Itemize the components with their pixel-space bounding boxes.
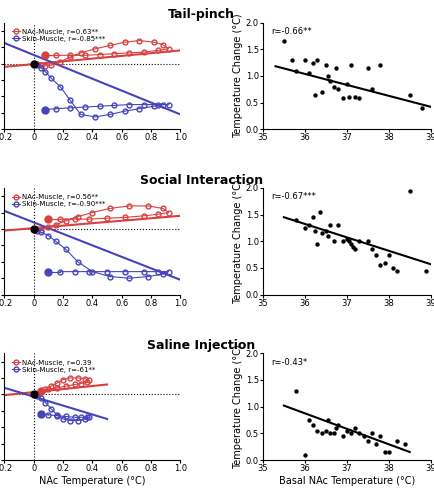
Point xyxy=(380,448,387,456)
Point xyxy=(347,240,354,248)
Point xyxy=(376,61,383,69)
Point xyxy=(334,85,341,93)
Point xyxy=(301,224,308,232)
X-axis label: NAc Temperature (°C): NAc Temperature (°C) xyxy=(39,476,145,486)
Point xyxy=(288,56,295,64)
Y-axis label: Temperature Change (°C): Temperature Change (°C) xyxy=(232,344,242,469)
Point xyxy=(293,216,299,224)
Point xyxy=(355,430,362,438)
Point xyxy=(363,64,370,72)
Point xyxy=(326,430,333,438)
Point xyxy=(355,238,362,246)
Point xyxy=(313,56,320,64)
Point xyxy=(334,422,341,430)
Point xyxy=(305,221,312,229)
Point xyxy=(322,426,329,434)
Point xyxy=(322,61,329,69)
Point xyxy=(405,90,412,98)
Point xyxy=(305,69,312,77)
Point xyxy=(324,72,331,80)
Point xyxy=(339,94,345,102)
Point xyxy=(351,246,358,254)
X-axis label: Basal NAc Temperature (°C): Basal NAc Temperature (°C) xyxy=(278,476,414,486)
Title: Saline Injection: Saline Injection xyxy=(147,339,255,352)
Point xyxy=(293,386,299,394)
Text: r=-0.43*: r=-0.43* xyxy=(271,358,307,366)
Point xyxy=(305,416,312,424)
Point xyxy=(301,56,308,64)
Point xyxy=(376,262,383,270)
Point xyxy=(380,258,387,266)
Point xyxy=(309,422,316,430)
Point xyxy=(326,221,333,229)
Title: Tail-pinch: Tail-pinch xyxy=(168,8,234,22)
Point xyxy=(326,77,333,85)
Point xyxy=(309,213,316,221)
Point xyxy=(317,88,324,96)
Point xyxy=(293,66,299,74)
Legend: NAc-Muscle, r=0.39, Skin-Muscle, r=-61**: NAc-Muscle, r=0.39, Skin-Muscle, r=-61** xyxy=(11,359,96,374)
Point xyxy=(309,58,316,66)
Point xyxy=(322,226,329,234)
Point xyxy=(332,64,339,72)
Point xyxy=(342,234,349,242)
Point xyxy=(313,240,320,248)
Point xyxy=(349,242,356,250)
Point xyxy=(345,238,352,246)
Point xyxy=(317,430,324,438)
Y-axis label: Temperature Change (°C): Temperature Change (°C) xyxy=(232,179,242,304)
Point xyxy=(363,238,370,246)
Point xyxy=(388,264,395,272)
Text: r=-0.66**: r=-0.66** xyxy=(271,27,311,36)
Point xyxy=(345,93,352,101)
Point xyxy=(355,94,362,102)
Point xyxy=(342,80,349,88)
Point xyxy=(280,37,287,45)
Point xyxy=(405,186,412,194)
Y-axis label: Temperature Change (°C): Temperature Change (°C) xyxy=(232,14,242,138)
Point xyxy=(401,440,408,448)
Point xyxy=(330,82,337,90)
Point xyxy=(351,93,358,101)
Point xyxy=(372,250,379,258)
Point xyxy=(363,438,370,446)
Point xyxy=(368,430,375,438)
Point xyxy=(422,266,429,274)
Point xyxy=(311,90,318,98)
Point xyxy=(359,432,366,440)
Point xyxy=(347,61,354,69)
Point xyxy=(332,424,339,432)
Point xyxy=(330,430,337,438)
Point xyxy=(385,250,391,258)
Point xyxy=(368,85,375,93)
Point xyxy=(368,246,375,254)
Point xyxy=(418,104,425,112)
Point xyxy=(376,432,383,440)
Point xyxy=(339,432,345,440)
Point xyxy=(334,221,341,229)
Point xyxy=(351,424,358,432)
Point xyxy=(324,416,331,424)
Point xyxy=(301,450,308,458)
Point xyxy=(339,238,345,246)
Legend: NAc-Muscle, r=0.56**, Skin-Muscle, r=-0.90***: NAc-Muscle, r=0.56**, Skin-Muscle, r=-0.… xyxy=(11,194,106,208)
Point xyxy=(311,226,318,234)
Point xyxy=(372,440,379,448)
Point xyxy=(347,430,354,438)
Point xyxy=(317,229,324,237)
Point xyxy=(342,426,349,434)
Text: r=-0.67***: r=-0.67*** xyxy=(271,192,316,201)
Point xyxy=(393,266,400,274)
Point xyxy=(313,426,320,434)
Point xyxy=(324,232,331,240)
Point xyxy=(330,238,337,246)
Title: Social Interaction: Social Interaction xyxy=(140,174,263,186)
Legend: NAc-Muscle, r=0.63**, Skin-Muscle, r=-0.85***: NAc-Muscle, r=0.63**, Skin-Muscle, r=-0.… xyxy=(11,28,106,42)
Point xyxy=(393,438,400,446)
Point xyxy=(316,208,322,216)
Point xyxy=(385,448,391,456)
